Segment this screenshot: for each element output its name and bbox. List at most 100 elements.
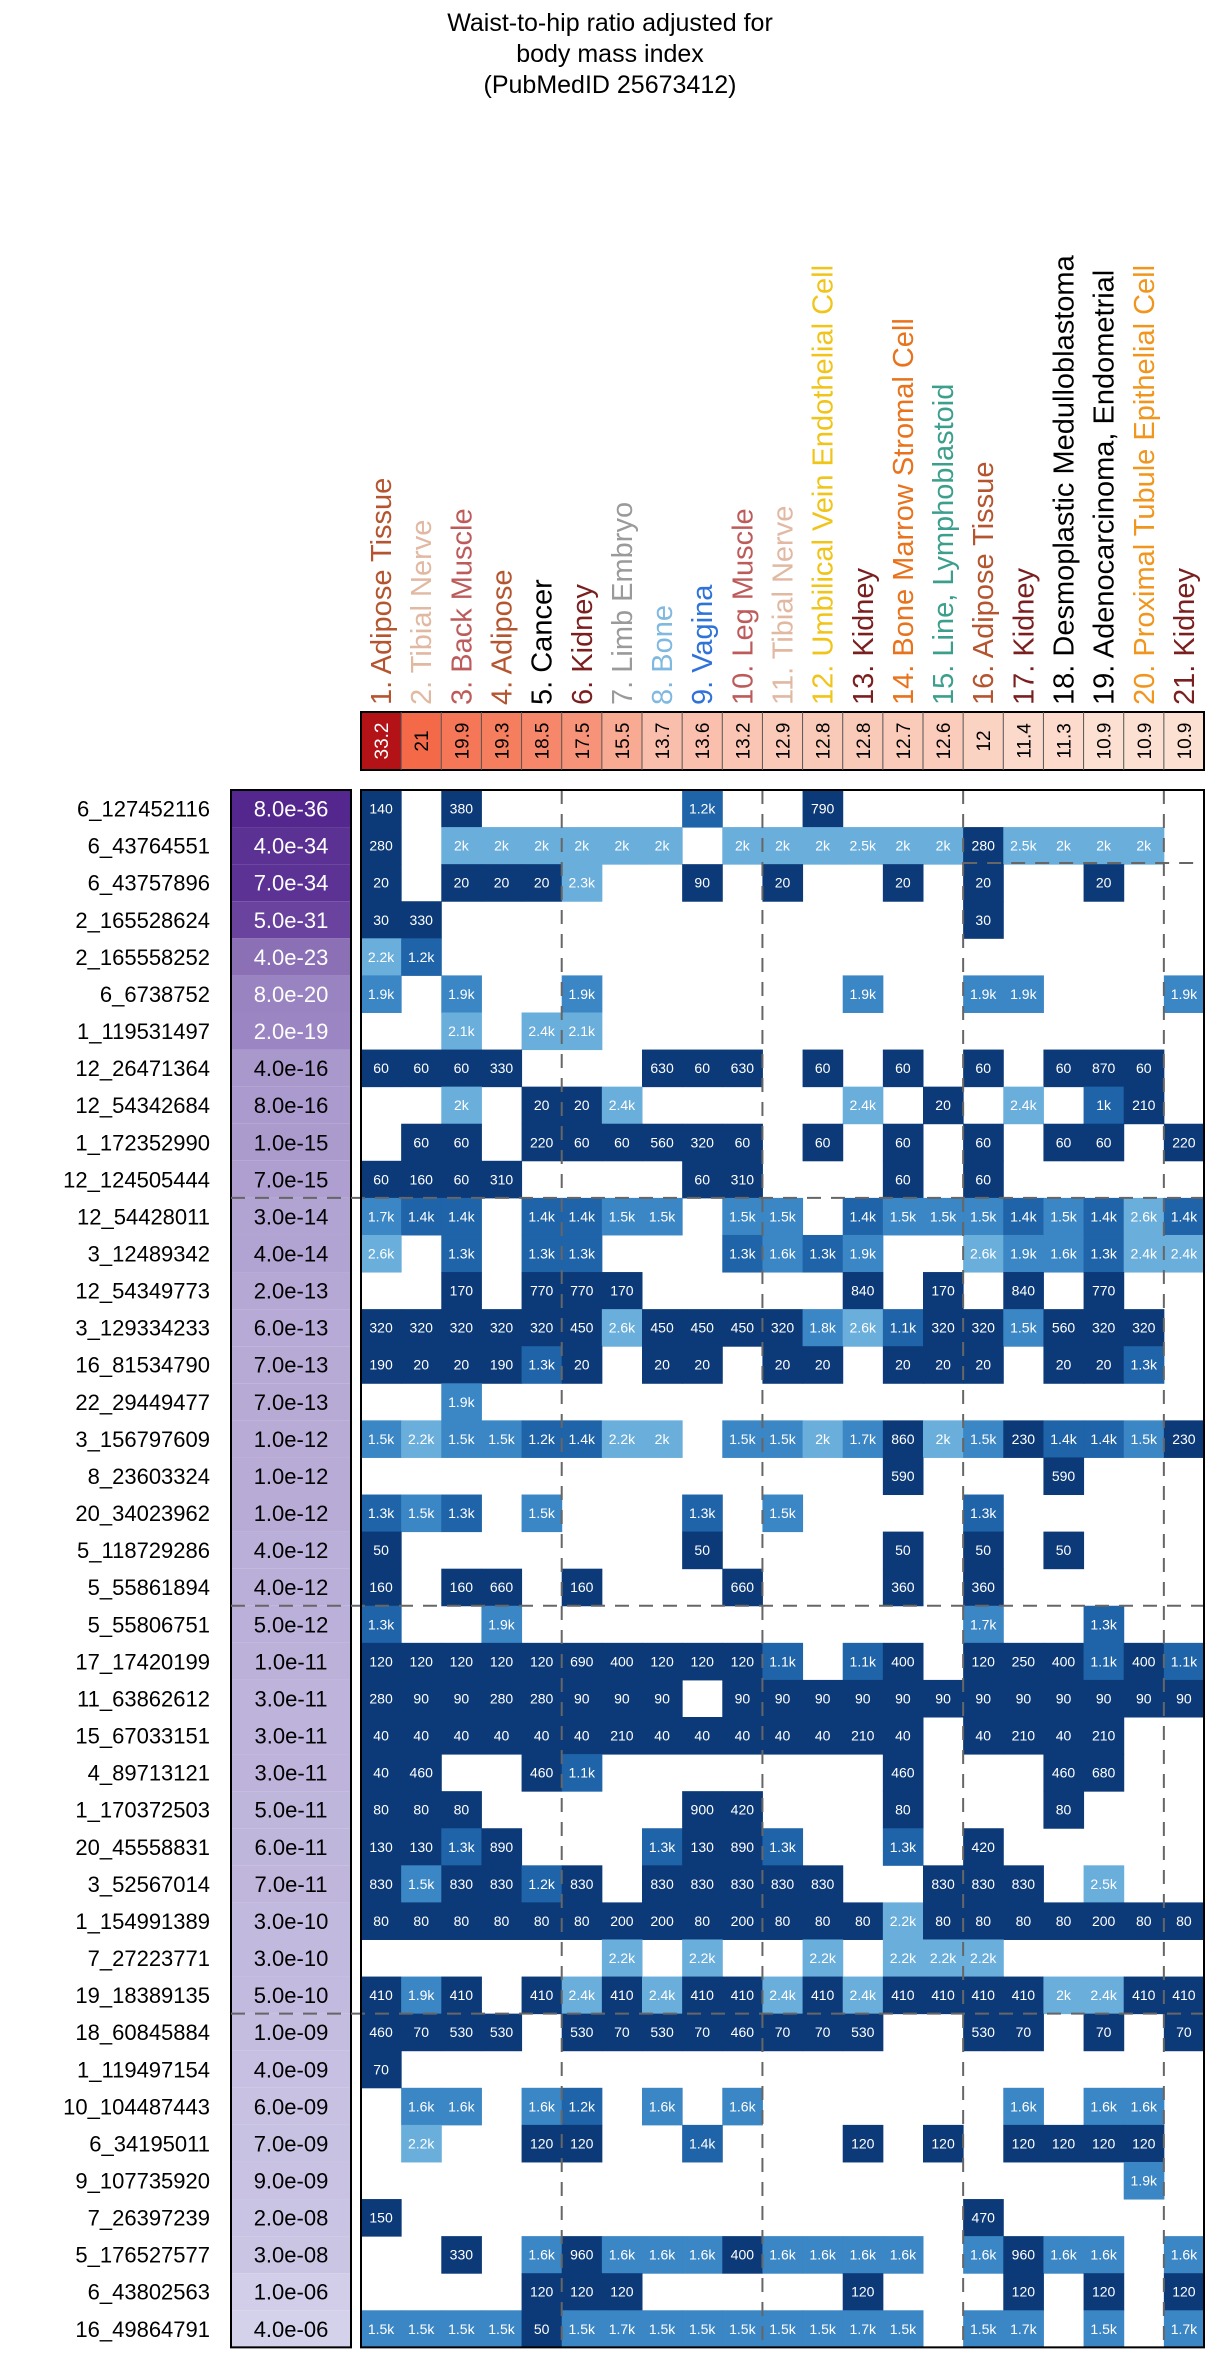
score-cell-11 xyxy=(762,712,803,770)
snp-label-9: 12_54342684 xyxy=(75,1093,210,1118)
heat-cell-40-19 xyxy=(1083,2236,1125,2274)
heat-value-25-14: 90 xyxy=(895,1690,911,1706)
heat-cell-15-5 xyxy=(521,1309,563,1347)
heat-cell-29-16 xyxy=(963,1828,1004,1866)
heat-cell-14-17 xyxy=(1003,1272,1044,1310)
snp-label-30: 3_52567014 xyxy=(88,1872,210,1897)
heat-cell-24-5 xyxy=(521,1642,563,1681)
heat-value-13-20: 2.4k xyxy=(1131,1246,1158,1262)
heat-value-34-10: 460 xyxy=(731,2024,755,2040)
heat-value-31-1: 80 xyxy=(373,1913,389,1929)
heat-cell-29-8 xyxy=(642,1828,683,1866)
heat-cell-18-7 xyxy=(601,1420,643,1458)
pvalue-cell-18 xyxy=(231,1420,351,1458)
column-label-2: 2. Tibial Nerve xyxy=(406,520,438,705)
heat-cell-34-2 xyxy=(401,2013,442,2052)
heat-cell-34-1 xyxy=(361,2013,402,2052)
heat-cell-25-18 xyxy=(1043,1679,1085,1718)
heat-cell-24-2 xyxy=(401,1642,442,1681)
heat-value-25-15: 90 xyxy=(935,1690,951,1706)
heat-cell-29-14 xyxy=(882,1828,924,1866)
heat-cell-26-13 xyxy=(842,1717,884,1755)
heat-value-24-7: 400 xyxy=(610,1653,634,1669)
heat-value-12-1: 1.7k xyxy=(368,1208,395,1224)
heat-cell-32-7 xyxy=(601,1939,643,1978)
heat-value-30-10: 830 xyxy=(731,1876,755,1892)
heat-value-37-17: 120 xyxy=(1012,2135,1036,2151)
heat-cell-33-11 xyxy=(762,1976,804,2015)
pvalue-label-17: 7.0e-13 xyxy=(254,1390,329,1415)
heat-cell-16-3 xyxy=(441,1346,482,1384)
heat-value-31-10: 200 xyxy=(731,1913,755,1929)
heat-cell-42-16 xyxy=(963,2310,1004,2348)
snp-label-6: 6_6738752 xyxy=(100,982,210,1007)
score-label-12: 12.8 xyxy=(814,723,835,760)
heat-cell-40-6 xyxy=(561,2236,603,2274)
heat-value-30-6: 830 xyxy=(570,1876,594,1892)
column-label-12: 12. Umbilical Vein Endothelial Cell xyxy=(808,265,840,705)
heat-value-6-13: 1.9k xyxy=(850,986,877,1002)
heat-cell-16-20 xyxy=(1123,1346,1165,1384)
heat-cell-2-4 xyxy=(481,827,523,865)
score-cell-8 xyxy=(642,712,683,770)
snp-label-27: 4_89713121 xyxy=(88,1761,210,1786)
heat-value-30-11: 830 xyxy=(771,1876,795,1892)
heat-value-32-12: 2.2k xyxy=(809,1950,836,1966)
heat-cell-2-6 xyxy=(561,827,603,865)
heat-cell-37-2 xyxy=(401,2124,442,2163)
heat-value-29-3: 1.3k xyxy=(448,1839,475,1855)
heat-cell-34-12 xyxy=(802,2013,844,2052)
pvalue-cell-24 xyxy=(231,1642,351,1680)
heat-cell-36-6 xyxy=(561,2087,603,2126)
pvalue-cell-33 xyxy=(231,1976,351,2014)
heat-value-36-2: 1.6k xyxy=(408,2098,435,2114)
heat-value-19-18: 590 xyxy=(1052,1468,1076,1484)
heat-value-37-18: 120 xyxy=(1052,2135,1076,2151)
pvalue-label-38: 9.0e-09 xyxy=(254,2169,329,2194)
heat-cell-12-15 xyxy=(923,1197,964,1236)
heat-cell-41-19 xyxy=(1083,2273,1125,2311)
heat-cell-34-3 xyxy=(441,2013,482,2052)
heat-value-24-17: 250 xyxy=(1012,1653,1036,1669)
snp-label-13: 3_12489342 xyxy=(88,1242,210,1267)
heat-cell-8-18 xyxy=(1043,1049,1085,1088)
heat-value-2-4: 2k xyxy=(494,838,510,854)
heat-value-31-15: 80 xyxy=(935,1913,951,1929)
heat-value-41-19: 120 xyxy=(1092,2284,1116,2300)
heat-value-13-1: 2.6k xyxy=(368,1246,395,1262)
heat-cell-18-2 xyxy=(401,1420,442,1458)
heat-value-24-8: 120 xyxy=(650,1653,674,1669)
heat-cell-8-4 xyxy=(481,1049,523,1088)
heat-cell-29-2 xyxy=(401,1828,442,1866)
heat-value-27-5: 460 xyxy=(530,1765,554,1781)
heat-cell-33-3 xyxy=(441,1976,482,2015)
heat-cell-40-17 xyxy=(1003,2236,1044,2274)
column-label-9: 9. Vagina xyxy=(687,584,719,705)
heat-value-40-18: 1.6k xyxy=(1050,2247,1077,2263)
heat-value-34-16: 530 xyxy=(972,2024,996,2040)
heat-cell-13-3 xyxy=(441,1234,482,1273)
heat-cell-42-5 xyxy=(521,2310,563,2348)
heat-value-16-16: 20 xyxy=(975,1357,991,1373)
heat-cell-40-21 xyxy=(1163,2236,1205,2274)
heat-value-42-4: 1.5k xyxy=(488,2321,515,2337)
heat-value-18-4: 1.5k xyxy=(488,1431,515,1447)
heat-cell-13-21 xyxy=(1163,1234,1205,1273)
heat-value-40-8: 1.6k xyxy=(649,2247,676,2263)
column-label-20: 20. Proximal Tubule Epithelial Cell xyxy=(1129,265,1161,705)
heat-value-8-12: 60 xyxy=(815,1060,831,1076)
heat-cell-2-20 xyxy=(1123,827,1165,865)
heat-cell-23-1 xyxy=(361,1605,402,1644)
heat-cell-26-11 xyxy=(762,1717,804,1755)
heat-value-26-6: 40 xyxy=(574,1728,590,1744)
heat-cell-15-19 xyxy=(1083,1309,1125,1347)
heat-value-33-20: 410 xyxy=(1132,1987,1156,2003)
heat-cell-3-3 xyxy=(441,864,482,902)
heat-cell-34-11 xyxy=(762,2013,804,2052)
heat-value-15-5: 320 xyxy=(530,1320,554,1336)
heat-value-25-8: 90 xyxy=(654,1690,670,1706)
score-label-14: 12.7 xyxy=(894,723,915,760)
heat-value-11-10: 310 xyxy=(731,1171,755,1187)
heat-value-14-3: 170 xyxy=(450,1283,474,1299)
heat-cell-3-19 xyxy=(1083,864,1125,902)
